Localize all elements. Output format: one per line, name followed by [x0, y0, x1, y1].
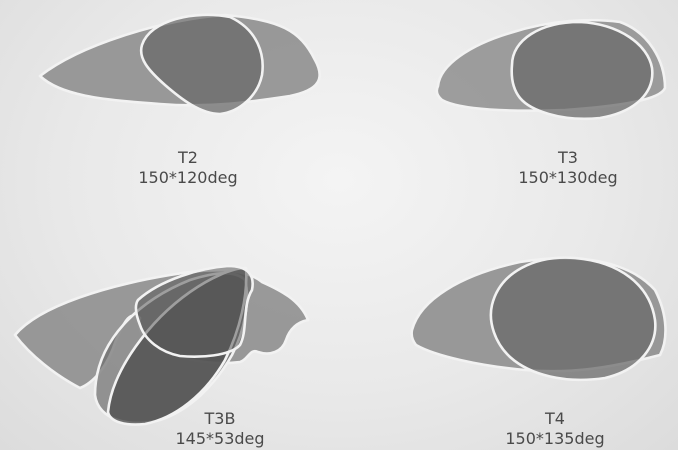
- t4-caption: T4 150*135deg: [495, 409, 615, 449]
- t3-round-lobe: [510, 20, 654, 121]
- t3b-top-lobe: [134, 264, 254, 358]
- t2-size-label: 150*120deg: [138, 168, 238, 187]
- t3b-code-label: T3B: [204, 409, 236, 428]
- t3-caption: T3 150*130deg: [508, 148, 628, 188]
- t4-size-label: 150*135deg: [505, 429, 605, 448]
- t3-code-label: T3: [558, 148, 578, 167]
- t2-round-lobe: [139, 13, 264, 116]
- t4-code-label: T4: [545, 409, 565, 428]
- t3b-size-label: 145*53deg: [175, 429, 265, 448]
- t4-shapes: [410, 256, 667, 382]
- t3b-caption: T3B 145*53deg: [160, 409, 280, 449]
- t3b-shapes: [13, 264, 310, 426]
- t2-caption: T2 150*120deg: [128, 148, 248, 188]
- t3-shapes: [435, 18, 667, 121]
- t3-size-label: 150*130deg: [518, 168, 618, 187]
- t2-code-label: T2: [178, 148, 198, 167]
- t2-shapes: [38, 13, 321, 116]
- t4-round-lobe: [489, 256, 657, 382]
